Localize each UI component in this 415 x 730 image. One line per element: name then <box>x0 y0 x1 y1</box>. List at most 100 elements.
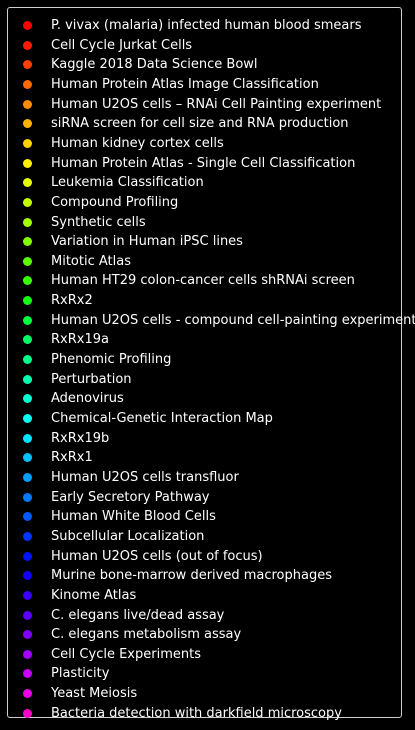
legend-label: Adenovirus <box>51 391 124 407</box>
legend-marker <box>22 237 32 247</box>
legend-item: Human Protein Atlas - Single Cell Classi… <box>8 154 401 173</box>
legend-label: C. elegans metabolism assay <box>51 627 242 643</box>
legend-item: Plasticity <box>8 664 401 683</box>
legend-marker <box>22 472 32 482</box>
legend-marker <box>22 669 32 679</box>
legend-marker <box>22 79 32 89</box>
legend-item: siRNA screen for cell size and RNA produ… <box>8 114 401 133</box>
legend-label: Human HT29 colon-cancer cells shRNAi scr… <box>51 273 355 289</box>
legend-label: Human White Blood Cells <box>51 509 216 525</box>
legend-label: Murine bone-marrow derived macrophages <box>51 568 332 584</box>
legend-label: RxRx19a <box>51 332 109 348</box>
legend-label: C. elegans live/dead assay <box>51 607 225 623</box>
legend-marker <box>22 571 32 581</box>
legend-label: Human U2OS cells (out of focus) <box>51 548 263 564</box>
legend-label: Kaggle 2018 Data Science Bowl <box>51 57 258 73</box>
legend-item: Early Secretory Pathway <box>8 488 401 507</box>
legend-marker <box>22 60 32 70</box>
legend-label: siRNA screen for cell size and RNA produ… <box>51 116 349 132</box>
legend-marker <box>22 531 32 541</box>
legend-item: Murine bone-marrow derived macrophages <box>8 566 401 585</box>
legend-label: Cell Cycle Experiments <box>51 646 201 662</box>
legend-item: Leukemia Classification <box>8 173 401 192</box>
legend-item: Human HT29 colon-cancer cells shRNAi scr… <box>8 271 401 290</box>
legend-item: Human kidney cortex cells <box>8 134 401 153</box>
legend-marker <box>22 689 32 699</box>
legend-label: Mitotic Atlas <box>51 253 131 269</box>
legend-label: Human U2OS cells - compound cell-paintin… <box>51 312 415 328</box>
legend-item: Human U2OS cells – RNAi Cell Painting ex… <box>8 95 401 114</box>
legend-marker <box>22 178 32 188</box>
legend-item: Kaggle 2018 Data Science Bowl <box>8 55 401 74</box>
legend-item: Compound Profiling <box>8 193 401 212</box>
legend-label: Kinome Atlas <box>51 587 137 603</box>
legend-marker <box>22 217 32 227</box>
legend-label: RxRx1 <box>51 450 93 466</box>
legend-item: Adenovirus <box>8 389 401 408</box>
legend-item: Human U2OS cells (out of focus) <box>8 547 401 566</box>
legend-label: Variation in Human iPSC lines <box>51 234 243 250</box>
legend-marker <box>22 433 32 443</box>
legend-marker <box>22 276 32 286</box>
legend-marker <box>22 512 32 522</box>
legend-marker <box>22 197 32 207</box>
legend-marker <box>22 40 32 50</box>
legend-marker <box>22 414 32 423</box>
legend-label: Phenomic Profiling <box>51 352 172 368</box>
legend-list: P. vivax (malaria) infected human blood … <box>8 8 415 721</box>
legend-label: Human Protein Atlas Image Classification <box>51 76 319 92</box>
legend-label: Early Secretory Pathway <box>51 489 210 505</box>
legend-item: Human White Blood Cells <box>8 507 401 526</box>
legend-label: Cell Cycle Jurkat Cells <box>51 37 193 53</box>
legend-item: Chemical-Genetic Interaction Map <box>8 409 401 428</box>
legend-item: RxRx2 <box>8 291 401 310</box>
legend-marker <box>22 649 32 659</box>
legend-item: RxRx1 <box>8 448 401 467</box>
legend-item: Synthetic cells <box>8 213 401 232</box>
legend-item: Cell Cycle Experiments <box>8 645 401 664</box>
legend-marker <box>22 551 32 561</box>
legend-item: Variation in Human iPSC lines <box>8 232 401 251</box>
legend-marker <box>22 590 32 600</box>
legend-marker <box>22 158 32 168</box>
legend-label: P. vivax (malaria) infected human blood … <box>51 18 362 33</box>
legend-label: Synthetic cells <box>51 214 146 230</box>
legend-marker <box>22 256 32 266</box>
legend-item: Kinome Atlas <box>8 586 401 605</box>
legend-item: Mitotic Atlas <box>8 252 401 271</box>
legend-marker <box>22 335 32 345</box>
legend-item: Human U2OS cells transfluor <box>8 468 401 487</box>
legend-marker <box>22 453 32 463</box>
legend-label: Leukemia Classification <box>51 175 204 191</box>
legend-marker <box>22 138 32 148</box>
legend-label: Human U2OS cells transfluor <box>51 469 239 485</box>
legend-item: RxRx19a <box>8 330 401 349</box>
legend-marker <box>22 394 32 404</box>
legend-marker <box>22 296 32 306</box>
legend-label: Human Protein Atlas - Single Cell Classi… <box>51 155 356 171</box>
legend-marker <box>22 708 32 718</box>
legend-marker <box>22 374 32 384</box>
legend-item: Phenomic Profiling <box>8 350 401 369</box>
legend-item: Human Protein Atlas Image Classification <box>8 75 401 94</box>
legend-marker <box>22 21 32 30</box>
legend-marker <box>22 610 32 620</box>
legend-label: RxRx2 <box>51 293 93 309</box>
legend-item: Perturbation <box>8 370 401 389</box>
legend-item: C. elegans metabolism assay <box>8 625 401 644</box>
legend-marker <box>22 315 32 325</box>
legend-label: RxRx19b <box>51 430 110 446</box>
legend-item: RxRx19b <box>8 429 401 448</box>
legend-item: Yeast Meiosis <box>8 684 401 703</box>
legend-item: C. elegans live/dead assay <box>8 606 401 625</box>
legend-marker <box>22 630 32 640</box>
legend-item: Human U2OS cells - compound cell-paintin… <box>8 311 415 330</box>
legend-label: Plasticity <box>51 666 110 682</box>
legend-label: Perturbation <box>51 371 132 387</box>
legend-marker <box>22 492 32 502</box>
legend-item: Subcellular Localization <box>8 527 401 546</box>
legend-item: P. vivax (malaria) infected human blood … <box>8 16 401 35</box>
legend-item: Cell Cycle Jurkat Cells <box>8 36 401 55</box>
legend-label: Human U2OS cells – RNAi Cell Painting ex… <box>51 96 382 112</box>
legend-item: Bacteria detection with darkfield micros… <box>8 704 401 723</box>
